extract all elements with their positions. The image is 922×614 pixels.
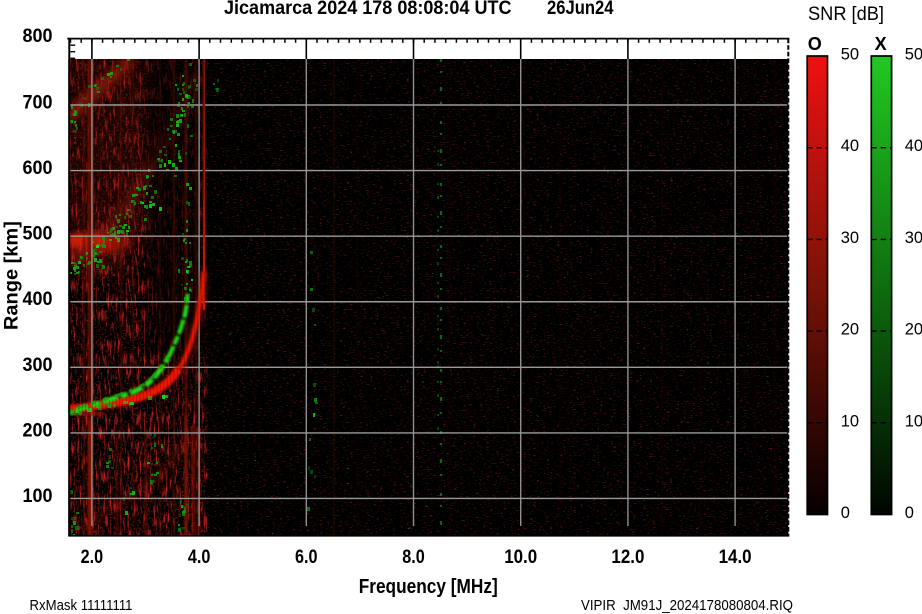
svg-text:30: 30 — [841, 229, 859, 247]
svg-text:20: 20 — [841, 321, 859, 339]
svg-text:VIPIR JM91J_2024178080804.RIQ: VIPIR JM91J_2024178080804.RIQ — [581, 597, 793, 614]
svg-text:X: X — [875, 34, 887, 54]
svg-text:500: 500 — [23, 224, 53, 245]
svg-text:Jicamarca 2024 178 08:08:04 UT: Jicamarca 2024 178 08:08:04 UTC — [224, 0, 512, 19]
svg-text:SNR [dB]: SNR [dB] — [808, 4, 884, 25]
svg-text:30: 30 — [905, 229, 922, 247]
svg-text:200: 200 — [23, 420, 53, 441]
svg-text:4.0: 4.0 — [188, 547, 211, 568]
svg-text:0: 0 — [905, 504, 914, 522]
svg-text:800: 800 — [23, 26, 53, 47]
svg-text:40: 40 — [905, 137, 922, 155]
svg-text:700: 700 — [23, 93, 53, 114]
svg-text:600: 600 — [23, 158, 53, 179]
svg-text:40: 40 — [841, 137, 859, 155]
svg-text:400: 400 — [23, 289, 53, 310]
svg-text:12.0: 12.0 — [611, 547, 644, 568]
svg-text:2.0: 2.0 — [81, 547, 104, 568]
svg-text:10: 10 — [841, 412, 859, 430]
svg-text:RxMask 11111111: RxMask 11111111 — [30, 597, 133, 614]
svg-text:O: O — [808, 34, 822, 54]
svg-text:6.0: 6.0 — [295, 547, 318, 568]
svg-text:50: 50 — [905, 46, 922, 64]
svg-text:Range [km]: Range [km] — [2, 221, 23, 330]
svg-text:14.0: 14.0 — [719, 547, 752, 568]
svg-text:100: 100 — [23, 486, 53, 507]
svg-text:50: 50 — [841, 46, 859, 64]
svg-text:10.0: 10.0 — [504, 547, 537, 568]
svg-text:300: 300 — [23, 355, 53, 376]
svg-text:8.0: 8.0 — [402, 547, 425, 568]
svg-text:10: 10 — [905, 412, 922, 430]
svg-text:0: 0 — [841, 504, 850, 522]
svg-text:Frequency [MHz]: Frequency [MHz] — [359, 576, 498, 598]
svg-text:26Jun24: 26Jun24 — [547, 0, 614, 19]
svg-text:20: 20 — [905, 321, 922, 339]
